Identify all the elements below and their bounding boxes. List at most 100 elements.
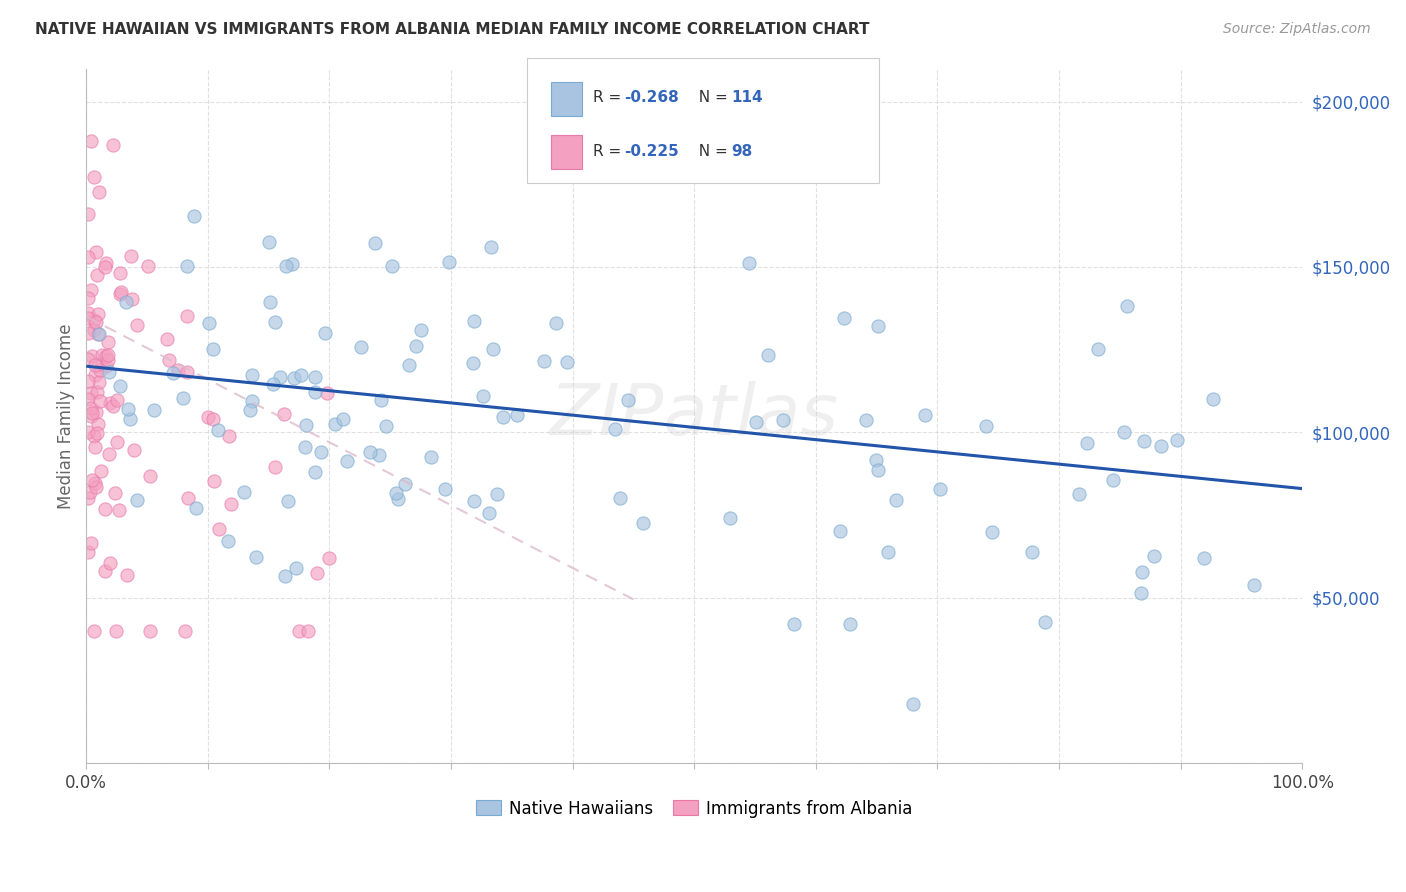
Point: [97, 334, 120, 349]
Point: [1067, 486, 1090, 500]
Point: [901, 697, 924, 711]
Point: [283, 371, 305, 385]
Point: [218, 429, 240, 443]
Legend: Native Hawaiians, Immigrants from Albania: Native Hawaiians, Immigrants from Albani…: [470, 793, 920, 824]
Point: [183, 209, 205, 223]
Point: [84, 476, 107, 491]
Point: [463, 494, 485, 508]
Point: [76, 207, 98, 221]
Point: [332, 412, 354, 426]
Point: [76, 491, 98, 505]
Point: [1087, 342, 1109, 356]
Point: [83, 440, 105, 454]
Point: [117, 401, 139, 416]
Point: [783, 617, 806, 632]
Point: [208, 522, 231, 536]
Point: [433, 482, 456, 496]
Text: N =: N =: [689, 90, 733, 105]
Point: [605, 422, 627, 436]
Point: [84, 358, 107, 372]
Point: [87, 376, 110, 390]
Point: [83, 428, 105, 442]
Point: [974, 418, 997, 433]
Point: [631, 516, 654, 531]
Text: N =: N =: [689, 144, 733, 159]
Point: [273, 407, 295, 421]
Point: [1102, 474, 1125, 488]
Point: [405, 339, 427, 353]
Point: [981, 524, 1004, 539]
Point: [198, 316, 221, 330]
Point: [103, 399, 125, 413]
Point: [259, 294, 281, 309]
Y-axis label: Median Family Income: Median Family Income: [58, 323, 75, 508]
Point: [139, 624, 162, 638]
Point: [240, 394, 263, 409]
Point: [284, 560, 307, 574]
Point: [1166, 433, 1188, 447]
Point: [263, 316, 285, 330]
Point: [544, 316, 567, 330]
Point: [97, 352, 120, 367]
Point: [884, 492, 907, 507]
Point: [87, 327, 110, 342]
Point: [82, 350, 104, 364]
Point: [103, 138, 125, 153]
Point: [177, 491, 200, 505]
Point: [83, 624, 105, 638]
Point: [290, 368, 312, 383]
Point: [121, 292, 143, 306]
Point: [394, 476, 416, 491]
Point: [84, 480, 107, 494]
Point: [274, 259, 297, 273]
Point: [176, 259, 198, 273]
Point: [506, 409, 529, 423]
Point: [297, 624, 319, 638]
Point: [368, 448, 391, 462]
Point: [98, 557, 121, 571]
Point: [79, 485, 101, 500]
Point: [865, 453, 887, 467]
Point: [105, 624, 128, 638]
Point: [176, 365, 198, 379]
Point: [138, 259, 160, 273]
Text: Source: ZipAtlas.com: Source: ZipAtlas.com: [1223, 22, 1371, 37]
Point: [91, 348, 114, 362]
Point: [157, 353, 180, 368]
Point: [304, 370, 326, 384]
Point: [97, 365, 120, 379]
Point: [482, 343, 505, 357]
Point: [96, 359, 118, 374]
Point: [86, 385, 108, 400]
Point: [419, 450, 441, 464]
Point: [1143, 549, 1166, 563]
Point: [1133, 434, 1156, 448]
Text: -0.225: -0.225: [624, 144, 679, 159]
Point: [82, 473, 104, 487]
Text: R =: R =: [593, 90, 627, 105]
Point: [294, 440, 316, 454]
Point: [1114, 425, 1136, 440]
Point: [117, 568, 139, 582]
Point: [264, 459, 287, 474]
Point: [76, 310, 98, 325]
Point: [217, 533, 239, 548]
Point: [84, 244, 107, 259]
Point: [866, 319, 889, 334]
Point: [314, 326, 336, 341]
Point: [105, 392, 128, 407]
Point: [125, 318, 148, 332]
Point: [318, 550, 340, 565]
Point: [288, 624, 311, 638]
Point: [76, 352, 98, 367]
Point: [398, 358, 420, 372]
Point: [316, 385, 339, 400]
Point: [76, 425, 98, 439]
Point: [122, 442, 145, 457]
Point: [94, 350, 117, 364]
Point: [479, 240, 502, 254]
Point: [83, 170, 105, 185]
Point: [167, 363, 190, 377]
Point: [1115, 299, 1137, 313]
Point: [202, 412, 225, 426]
